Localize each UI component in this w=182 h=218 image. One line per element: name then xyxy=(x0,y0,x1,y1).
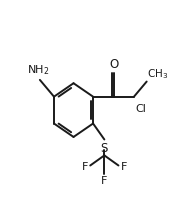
Text: S: S xyxy=(101,142,108,155)
Text: CH$_3$: CH$_3$ xyxy=(147,67,169,81)
Text: Cl: Cl xyxy=(135,104,146,114)
Text: NH$_2$: NH$_2$ xyxy=(27,64,50,77)
Text: F: F xyxy=(101,175,108,186)
Text: O: O xyxy=(109,58,118,72)
Text: F: F xyxy=(121,162,127,172)
Text: F: F xyxy=(82,162,88,172)
